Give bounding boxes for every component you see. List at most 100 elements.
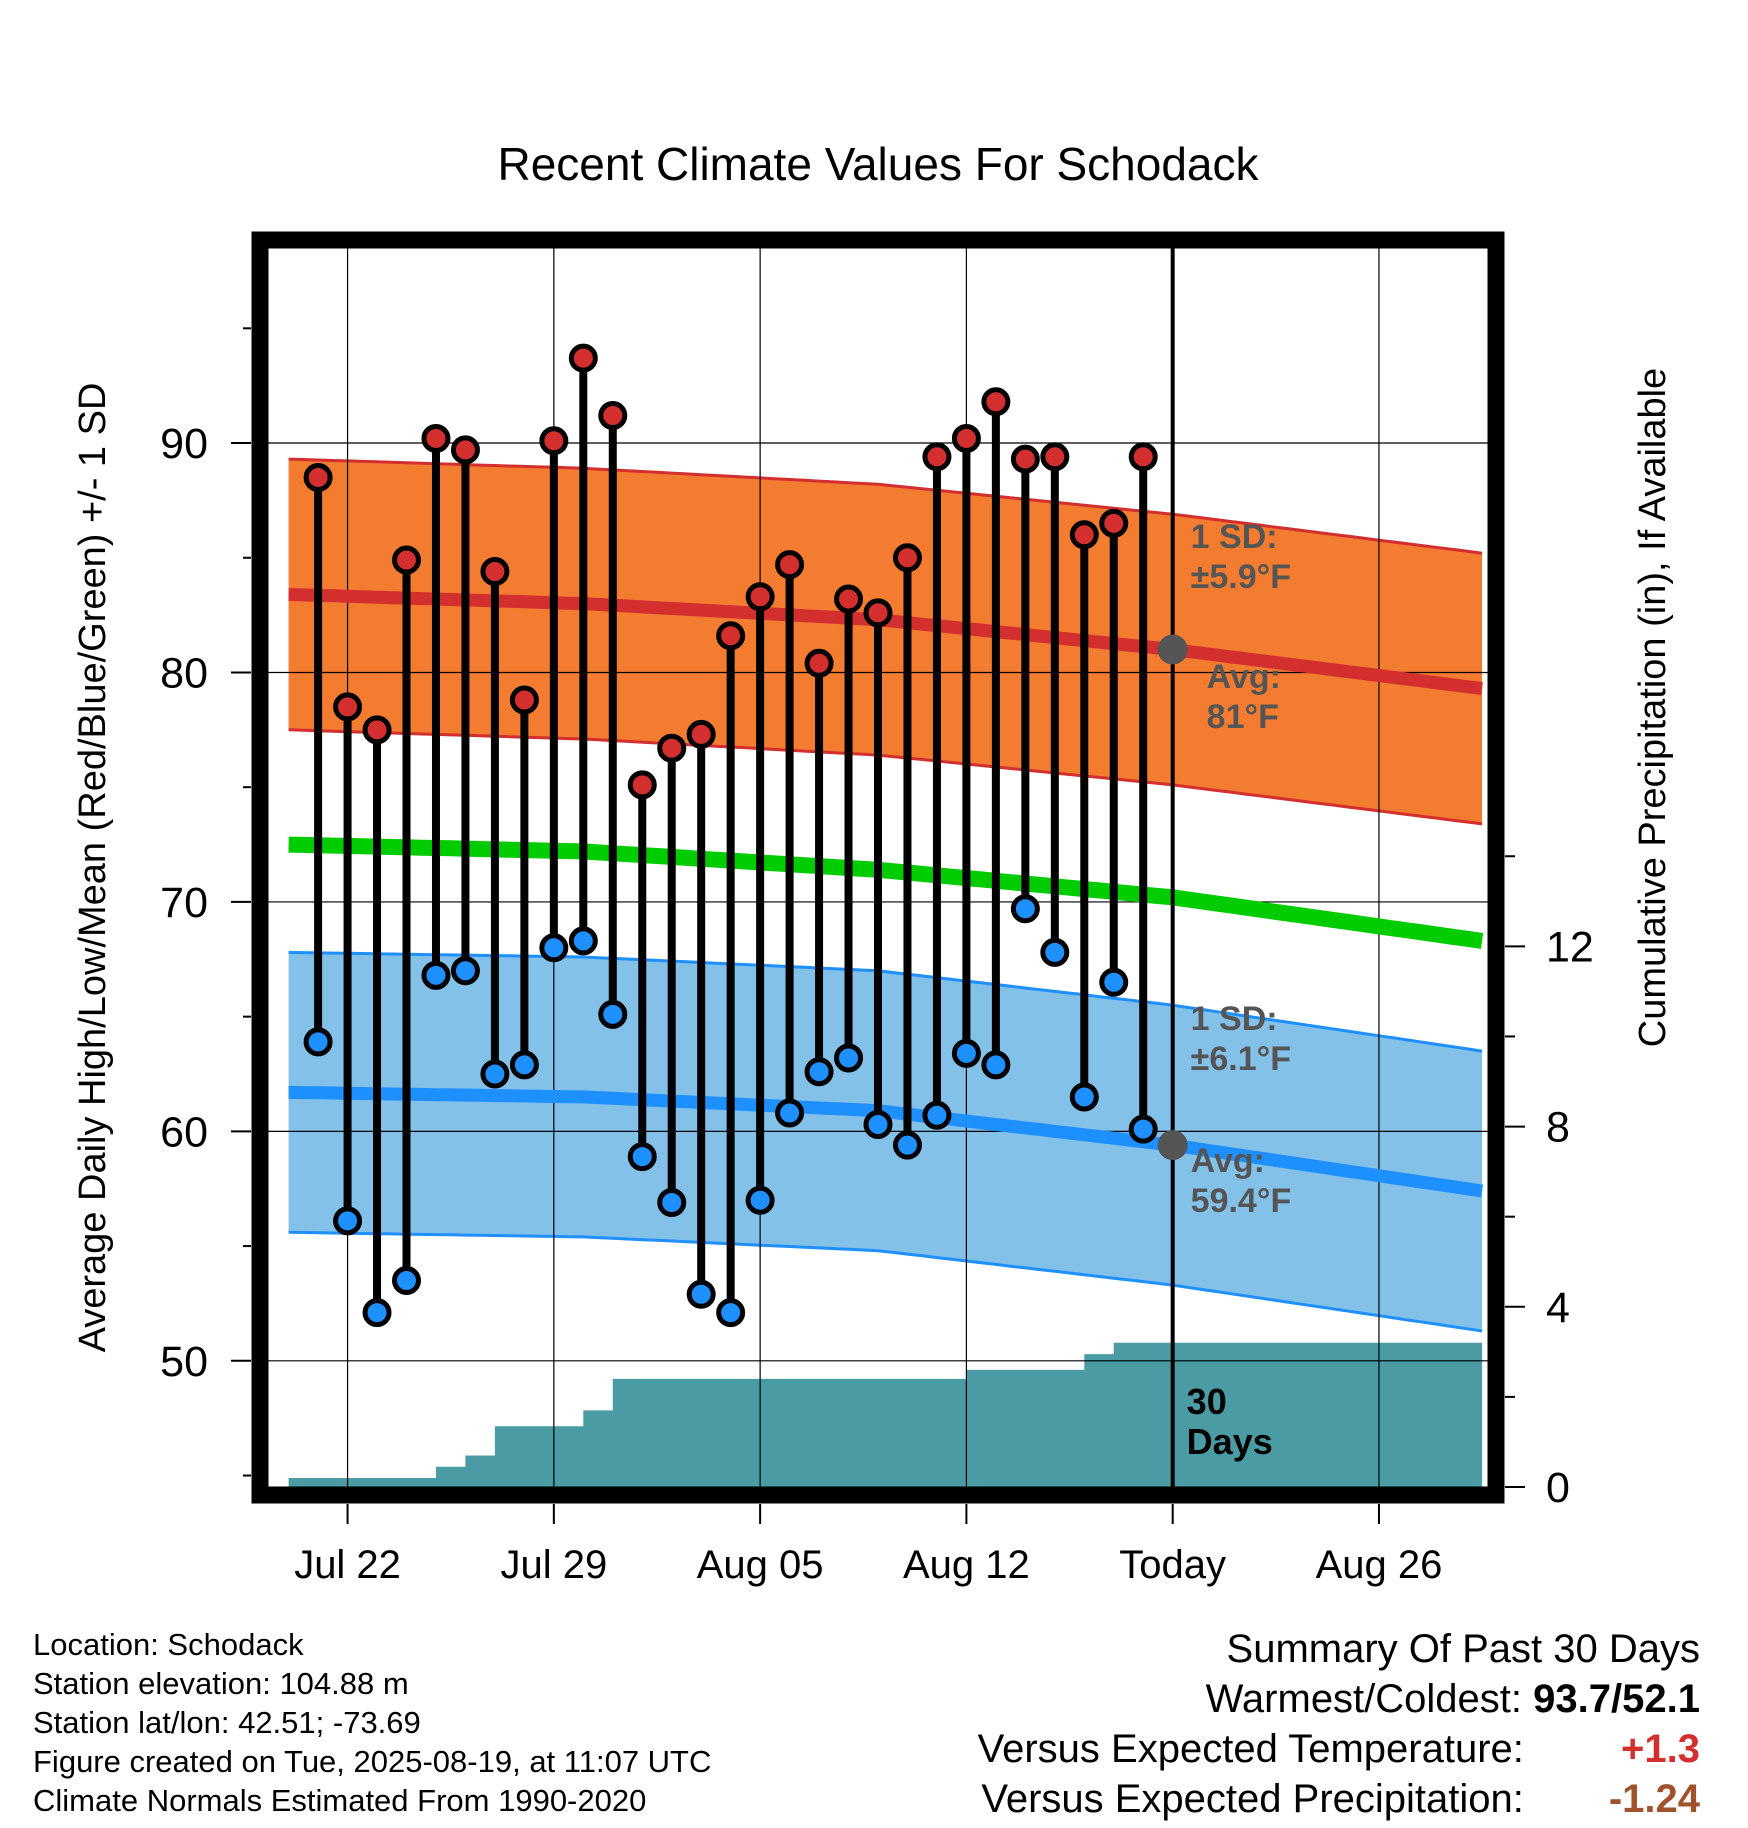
daily-low-point	[392, 1266, 422, 1295]
x-tick-label: Today	[1119, 1543, 1226, 1587]
daily-high-point	[333, 692, 363, 722]
y-right-axis-label: Cumulative Precipitation (in), If Availa…	[1632, 368, 1674, 1047]
summary-panel: Summary Of Past 30 Days Warmest/Coldest:…	[978, 1624, 1700, 1824]
daily-high-point	[303, 462, 333, 492]
daily-low-point	[333, 1206, 363, 1236]
summary-title: Summary Of Past 30 Days	[1226, 1627, 1700, 1671]
low-sd-annotation: 1 SD:	[1191, 1000, 1278, 1038]
daily-high-point	[745, 582, 775, 612]
y-right-tick-label: 4	[1546, 1284, 1570, 1332]
y-right-tick-label: 0	[1546, 1464, 1570, 1512]
daily-low-point	[863, 1109, 893, 1139]
y-left-axis-label: Average Daily High/Low/Mean (Red/Blue/Gr…	[72, 383, 114, 1353]
normal-low-line	[288, 1085, 1484, 1198]
daily-low-point	[539, 933, 569, 963]
figure-created: Figure created on Tue, 2025-08-19, at 11…	[33, 1744, 712, 1779]
daily-high-point	[657, 733, 687, 763]
daily-high-point	[627, 770, 657, 800]
chart-title: Recent Climate Values For Schodack	[497, 138, 1259, 190]
daily-low-point	[1010, 894, 1040, 924]
summary-precip: Versus Expected Precipitation: -1.24	[978, 1774, 1700, 1824]
daily-low-point	[1099, 967, 1129, 997]
plot-frame	[251, 231, 1505, 1504]
low-sd-lower-line	[288, 1230, 1483, 1333]
y-left-tick-label: 50	[160, 1338, 208, 1386]
daily-low-point	[362, 1298, 392, 1328]
y-left-tick-label: 90	[160, 420, 208, 468]
daily-high-point	[392, 545, 422, 575]
normals-period: Climate Normals Estimated From 1990-2020	[33, 1783, 647, 1818]
normal-mean-line	[288, 836, 1484, 949]
high-avg-annotation: Avg:	[1207, 658, 1281, 696]
high-sd-annotation: 1 SD:	[1191, 518, 1278, 556]
daily-low-point	[834, 1043, 864, 1073]
temp-deviation-value: +1.3	[1621, 1727, 1700, 1771]
temp-label: Versus Expected Temperature:	[977, 1727, 1524, 1771]
y-right-tick-label: 12	[1546, 923, 1594, 971]
daily-high-point	[539, 426, 569, 456]
daily-low-point	[1040, 937, 1070, 967]
high-sd-lower-line	[288, 728, 1483, 826]
daily-high-point	[716, 621, 746, 651]
daily-high-point	[1069, 520, 1099, 550]
daily-high-point	[509, 685, 539, 715]
daily-low-point	[922, 1100, 952, 1130]
daily-low-point	[568, 926, 598, 956]
today-high-avg-marker	[1157, 634, 1188, 665]
warm-cold-label: Warmest/Coldest:	[1205, 1677, 1523, 1721]
summary-temp: Versus Expected Temperature: +1.3	[978, 1724, 1700, 1774]
daily-low-point	[657, 1187, 687, 1217]
station-location: Location: Schodack	[33, 1627, 304, 1662]
daily-high-point	[1099, 508, 1129, 538]
daily-high-point	[775, 550, 805, 580]
x-tick-label: Jul 22	[294, 1543, 401, 1587]
daily-high-point	[981, 387, 1011, 417]
daily-low-point	[421, 960, 451, 990]
daily-low-point	[745, 1185, 775, 1215]
x-tick-label: Jul 29	[500, 1543, 607, 1587]
precip-area	[288, 1342, 1483, 1487]
daily-low-point	[892, 1130, 922, 1160]
y-left-tick-label: 70	[160, 879, 208, 927]
daily-low-point	[981, 1050, 1011, 1080]
daily-high-point	[951, 423, 981, 453]
daily-low-point	[480, 1059, 510, 1089]
daily-high-point	[1128, 442, 1158, 472]
daily-high-point	[362, 715, 392, 745]
y-right-tick-label: 8	[1546, 1104, 1570, 1152]
daily-low-point	[303, 1027, 333, 1057]
daily-low-point	[951, 1038, 981, 1068]
daily-high-point	[598, 400, 628, 430]
precip-label: Versus Expected Precipitation:	[981, 1777, 1524, 1821]
today-low-avg-marker	[1157, 1130, 1188, 1161]
daily-low-point	[1128, 1114, 1158, 1144]
period-label: Days	[1187, 1421, 1273, 1462]
high-sd-upper-line	[288, 457, 1483, 555]
daily-low-point	[686, 1279, 716, 1309]
low-sd-annotation: ±6.1°F	[1191, 1040, 1291, 1078]
x-tick-label: Aug 05	[697, 1543, 824, 1587]
daily-high-point	[804, 648, 834, 678]
daily-high-point	[892, 543, 922, 573]
daily-high-point	[450, 435, 480, 465]
daily-high-point	[922, 442, 952, 472]
daily-high-point	[421, 423, 451, 453]
low-avg-annotation: Avg:	[1191, 1142, 1265, 1180]
y-left-tick-label: 60	[160, 1108, 208, 1156]
high-sd-annotation: ±5.9°F	[1191, 558, 1291, 596]
daily-low-point	[627, 1142, 657, 1172]
warm-cold-value: 93.7/52.1	[1533, 1677, 1700, 1721]
summary-warm-cold: Warmest/Coldest: 93.7/52.1	[978, 1674, 1700, 1724]
x-tick-label: Aug 26	[1316, 1543, 1443, 1587]
low-sd-band	[288, 952, 1483, 1331]
period-label: 30	[1187, 1381, 1227, 1422]
daily-low-point	[598, 999, 628, 1029]
x-tick-label: Aug 12	[903, 1543, 1030, 1587]
daily-low-point	[1069, 1082, 1099, 1112]
low-sd-upper-line	[288, 950, 1483, 1053]
daily-low-point	[716, 1298, 746, 1328]
daily-low-point	[804, 1057, 834, 1087]
station-latlon: Station lat/lon: 42.51; -73.69	[33, 1705, 421, 1740]
x-axis-label: Day	[842, 1595, 913, 1600]
